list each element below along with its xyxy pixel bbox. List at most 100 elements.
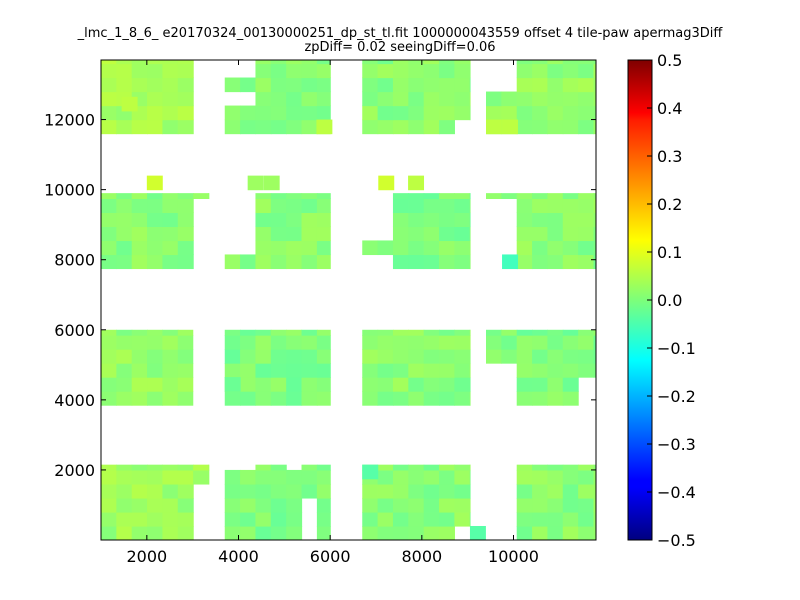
heatmap-cell (177, 349, 194, 364)
heatmap-cell (486, 91, 502, 107)
heatmap-cell (469, 464, 471, 471)
colorbar-tick-label: 0.3 (657, 147, 682, 166)
heatmap-cell (116, 63, 133, 79)
heatmap-cell (547, 254, 564, 270)
heatmap-cell (255, 525, 272, 540)
heatmap-cell (547, 469, 564, 485)
heatmap-cell (177, 91, 194, 107)
colorbar-tick-label: −0.4 (657, 483, 696, 502)
heatmap-cell (162, 105, 179, 121)
heatmap-cell (224, 525, 241, 540)
heatmap-cell (547, 363, 564, 378)
heatmap-cell (193, 193, 210, 199)
heatmap-cell (439, 391, 455, 406)
heatmap-cell (423, 105, 440, 121)
heatmap-cell (270, 483, 287, 499)
heatmap-cell (147, 63, 164, 79)
heatmap-cell (101, 77, 117, 93)
heatmap-cell (270, 329, 287, 336)
heatmap-cell (316, 105, 331, 121)
heatmap-cell (286, 63, 303, 79)
heatmap-cell (316, 525, 331, 540)
heatmap-cell (177, 511, 194, 527)
heatmap-cell (593, 511, 596, 527)
heatmap-cell (532, 483, 549, 499)
heatmap-cell (270, 525, 287, 540)
heatmap-cell (408, 226, 425, 242)
heatmap-cell (454, 483, 471, 499)
heatmap-cell (255, 240, 272, 256)
heatmap-cell (147, 193, 164, 199)
heatmap-cell (469, 335, 471, 350)
heatmap-cell (547, 329, 564, 336)
heatmap-cell (177, 105, 194, 121)
x-tick-label: 8000 (401, 547, 442, 566)
heatmap-cell (454, 63, 471, 79)
y-tick-label: 6000 (54, 321, 95, 340)
heatmap-cell (147, 511, 164, 527)
heatmap-cell (177, 391, 194, 406)
heatmap-cell (162, 240, 179, 256)
heatmap-cell (408, 60, 425, 65)
heatmap-cell (578, 198, 595, 213)
heatmap-cell (162, 60, 179, 65)
heatmap-cell (547, 91, 564, 107)
heatmap-cell (162, 119, 179, 135)
plot-frame (100, 59, 597, 541)
heatmap-cell (177, 329, 194, 336)
heatmap-cell (439, 377, 455, 392)
heatmap-cell (593, 240, 596, 256)
heatmap-cell (516, 226, 533, 242)
heatmap-cell (301, 60, 318, 65)
heatmap-cell (270, 63, 287, 79)
heatmap-cell (547, 391, 564, 406)
heatmap-cell (454, 77, 471, 93)
heatmap-cell (423, 469, 440, 485)
heatmap-cell (377, 363, 394, 378)
heatmap-cell (469, 525, 486, 540)
heatmap-cell (486, 119, 502, 135)
heatmap-cell (578, 464, 595, 471)
heatmap-cell (593, 525, 596, 540)
heatmap-cell (177, 497, 194, 513)
heatmap-cell (270, 193, 287, 199)
heatmap-cell (131, 77, 148, 93)
heatmap-cell (240, 483, 257, 499)
heatmap-cell (578, 525, 595, 540)
heatmap-cell (516, 119, 533, 135)
heatmap-cell (162, 464, 179, 471)
heatmap-cell (469, 511, 471, 527)
heatmap-cell (547, 349, 564, 364)
heatmap-cell (454, 349, 471, 364)
heatmap-cell (131, 240, 148, 256)
heatmap-cell (423, 77, 440, 93)
heatmap-cell (516, 193, 533, 199)
heatmap-cell (439, 525, 455, 540)
heatmap-cell (270, 60, 287, 65)
heatmap-cell (286, 240, 303, 256)
heatmap-cell (469, 497, 471, 513)
heatmap-cell (377, 497, 394, 513)
heatmap-cell (362, 91, 379, 107)
heatmap-cell (469, 212, 471, 228)
heatmap-cell (255, 226, 272, 242)
heatmap-cell (146, 175, 163, 191)
heatmap-cell (193, 464, 210, 471)
heatmap-cell (162, 212, 179, 228)
heatmap-cell (516, 329, 533, 336)
heatmap-cell (162, 391, 179, 406)
heatmap-cell (240, 377, 257, 392)
heatmap-cell (116, 77, 133, 93)
colorbar-tick-label: 0.2 (657, 195, 682, 214)
heatmap-cell (408, 497, 425, 513)
heatmap-cell (147, 91, 164, 107)
heatmap-cell (578, 363, 595, 378)
heatmap-cell (469, 391, 471, 406)
heatmap-cell (562, 363, 579, 378)
x-axis: 2000 4000 6000 8000 10000 (126, 60, 539, 566)
heatmap-cell (224, 119, 241, 135)
heatmap-cell (408, 175, 425, 191)
heatmap-cell (177, 254, 194, 270)
heatmap-cell (439, 335, 455, 350)
heatmap-cell (101, 119, 117, 135)
